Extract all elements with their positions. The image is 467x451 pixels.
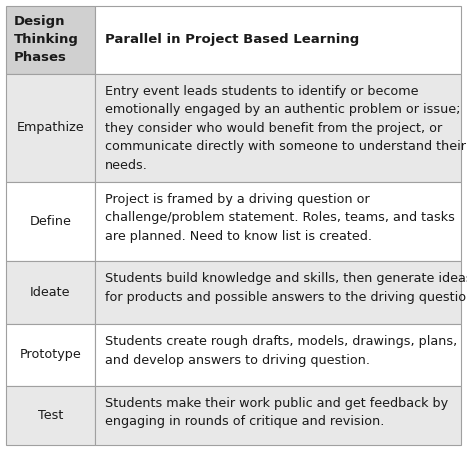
Text: Design
Thinking
Phases: Design Thinking Phases bbox=[14, 15, 79, 64]
Bar bbox=[6, 386, 95, 445]
Text: Parallel in Project Based Learning: Parallel in Project Based Learning bbox=[105, 33, 359, 46]
Bar bbox=[6, 6, 95, 74]
Bar bbox=[95, 74, 461, 182]
Bar bbox=[95, 182, 461, 261]
Text: Test: Test bbox=[38, 409, 63, 422]
Bar bbox=[95, 386, 461, 445]
Bar bbox=[95, 324, 461, 386]
Text: Empathize: Empathize bbox=[16, 121, 84, 134]
Bar bbox=[6, 182, 95, 261]
Text: Ideate: Ideate bbox=[30, 286, 71, 299]
Text: Define: Define bbox=[29, 215, 71, 228]
Text: Prototype: Prototype bbox=[20, 348, 81, 361]
Bar bbox=[95, 261, 461, 324]
Text: Project is framed by a driving question or
challenge/problem statement. Roles, t: Project is framed by a driving question … bbox=[105, 193, 454, 243]
Bar bbox=[95, 6, 461, 74]
Bar bbox=[6, 324, 95, 386]
Bar bbox=[6, 261, 95, 324]
Text: Students create rough drafts, models, drawings, plans,
and develop answers to dr: Students create rough drafts, models, dr… bbox=[105, 335, 457, 367]
Bar bbox=[6, 74, 95, 182]
Text: Entry event leads students to identify or become
emotionally engaged by an authe: Entry event leads students to identify o… bbox=[105, 85, 466, 172]
Text: Students make their work public and get feedback by
engaging in rounds of critiq: Students make their work public and get … bbox=[105, 396, 448, 428]
Text: Students build knowledge and skills, then generate ideas
for products and possib: Students build knowledge and skills, the… bbox=[105, 272, 467, 304]
